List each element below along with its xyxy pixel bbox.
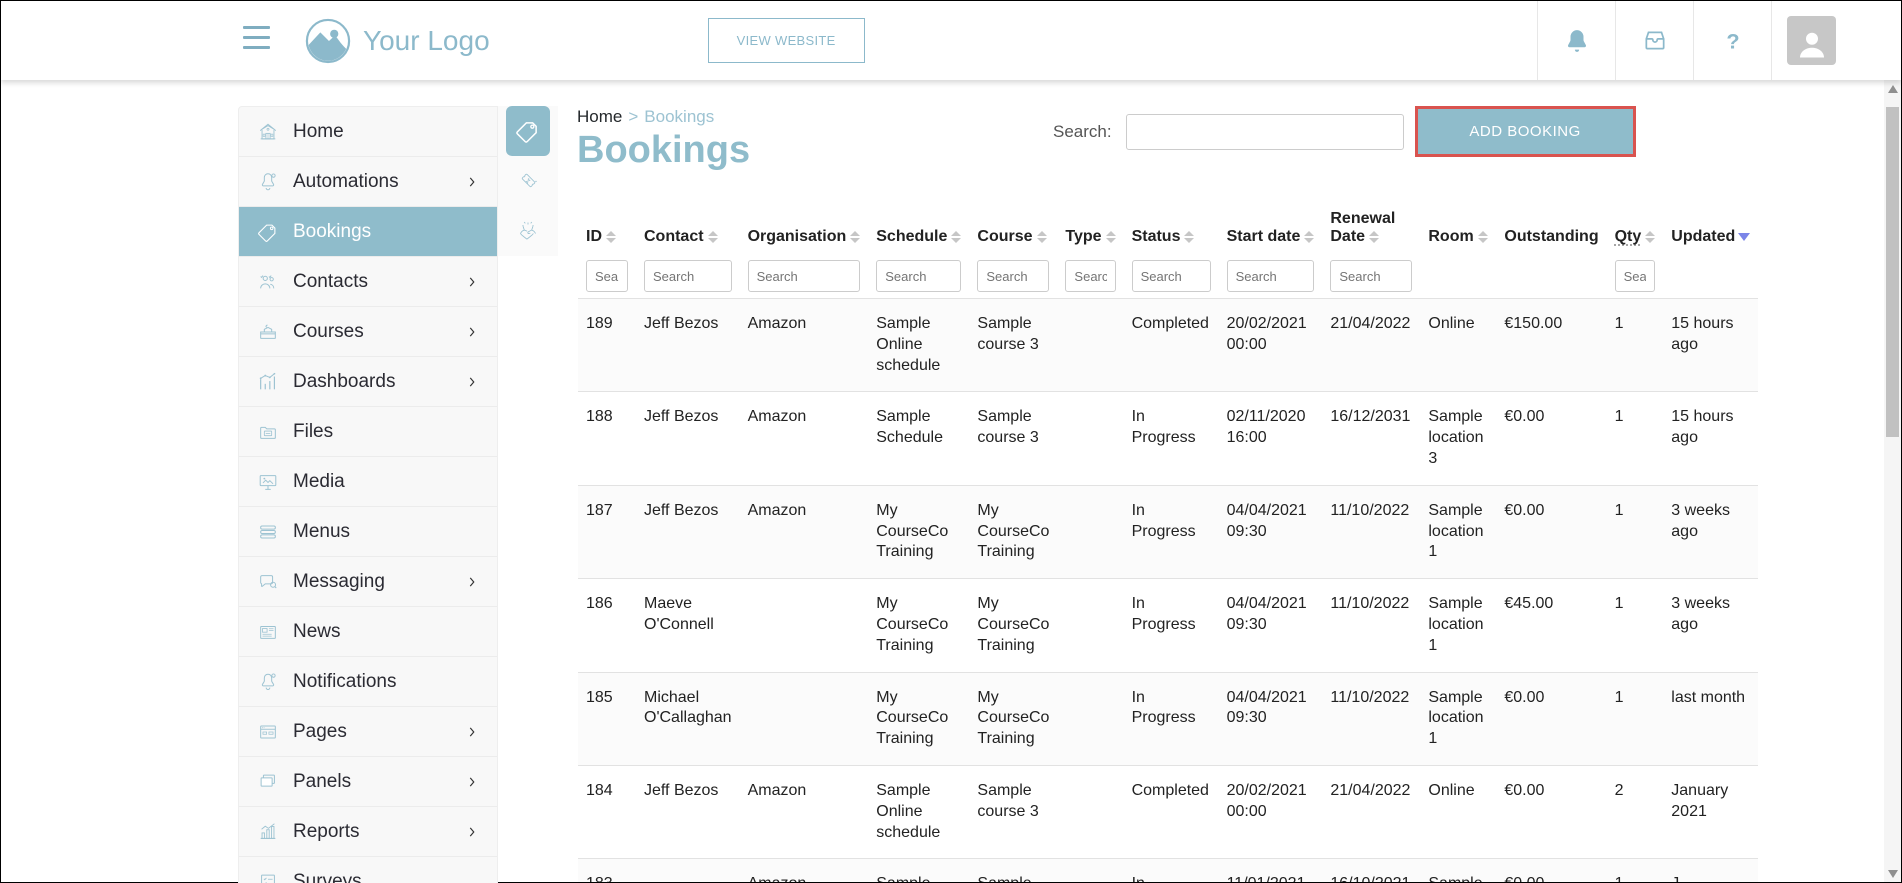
svg-text:?: ?: [1726, 28, 1739, 53]
